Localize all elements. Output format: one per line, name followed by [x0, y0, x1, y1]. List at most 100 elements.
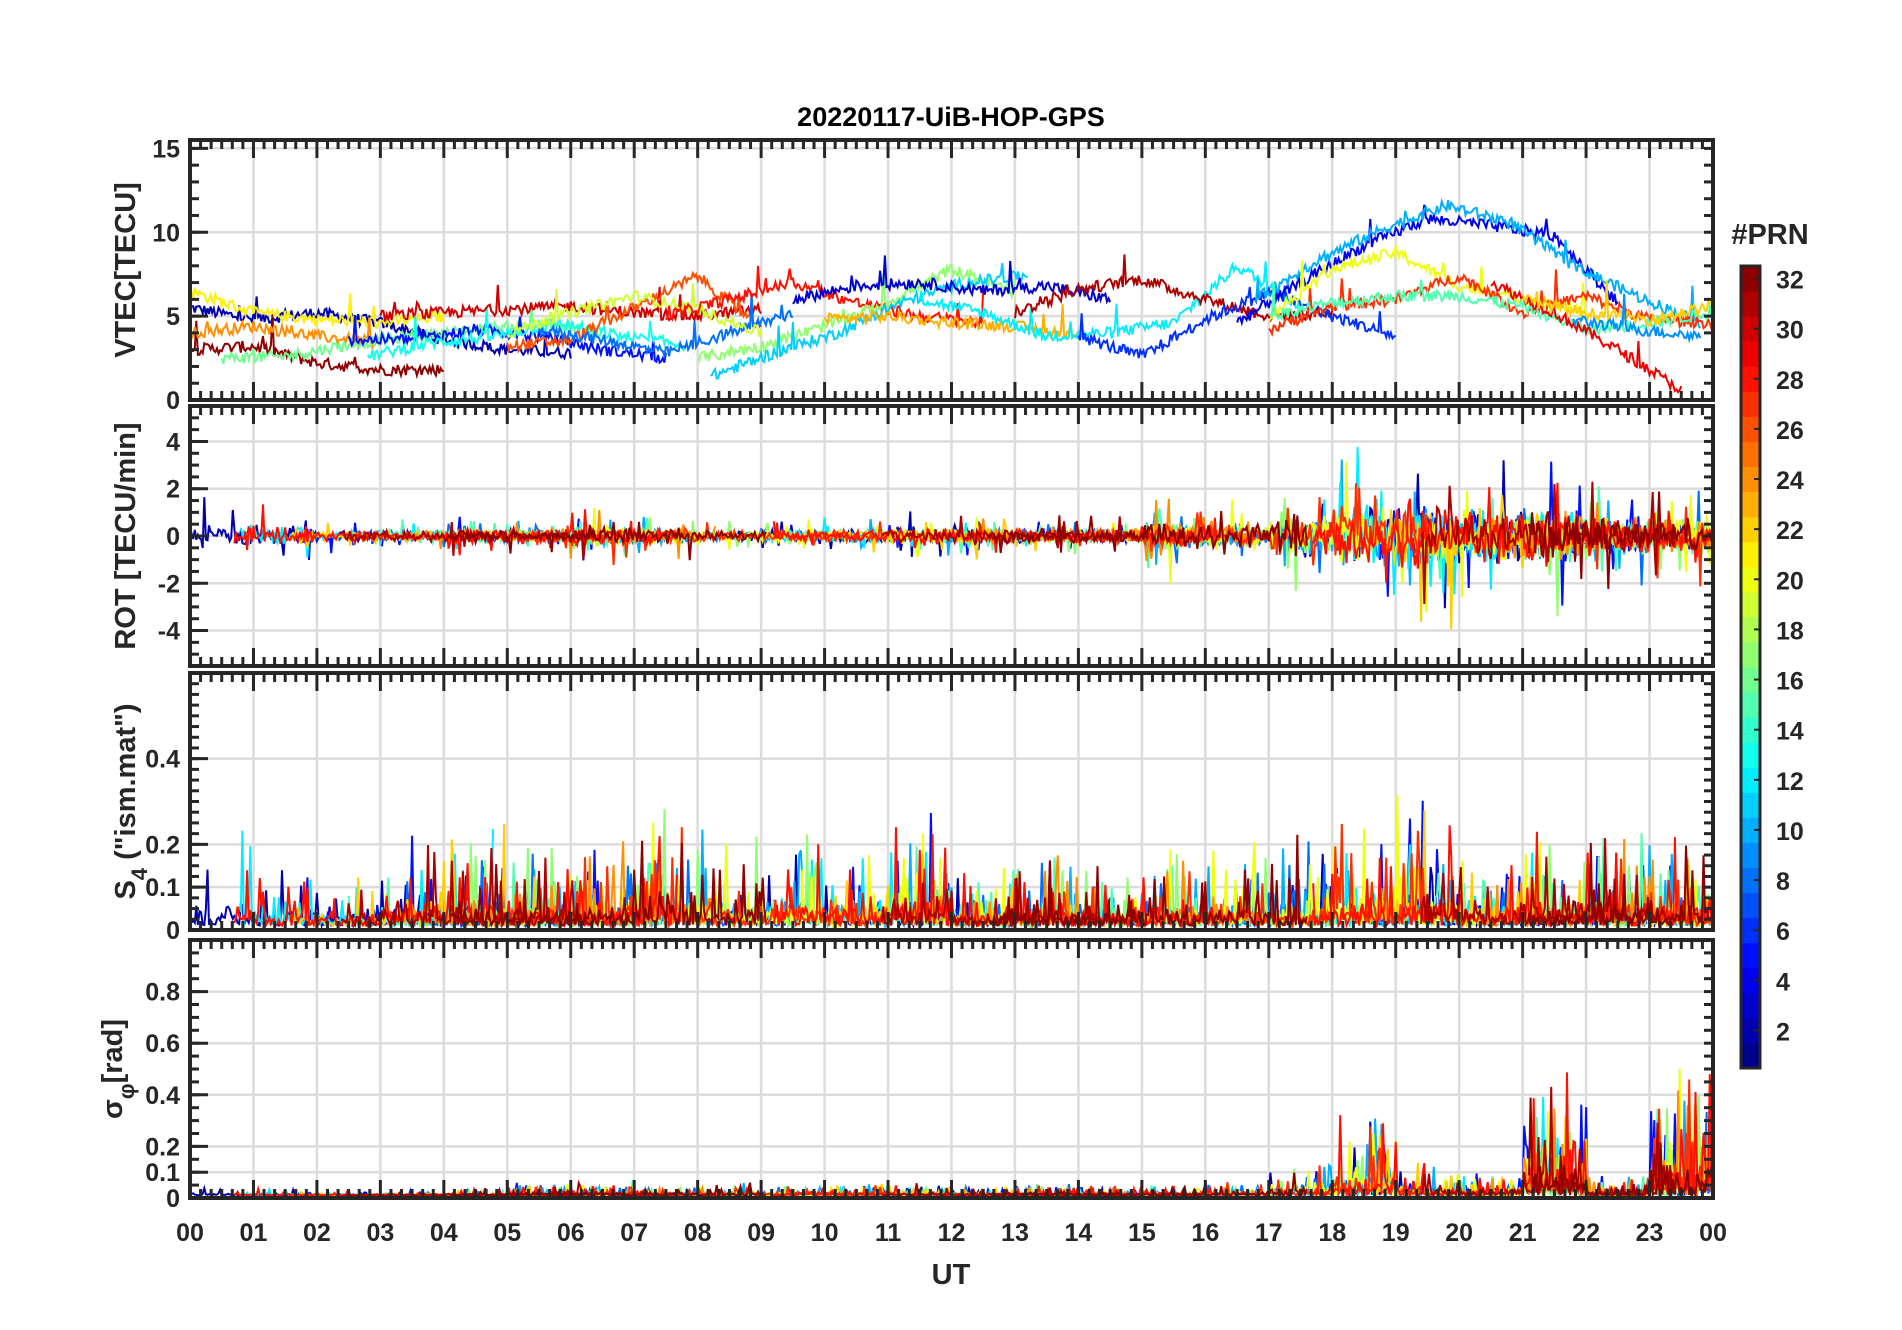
- colorbar-swatch: [1741, 491, 1760, 518]
- series-line-prn-28: [772, 517, 1218, 553]
- x-tick-label: 09: [747, 1219, 775, 1247]
- x-tick-label: 20: [1445, 1219, 1473, 1247]
- series-line-prn-19: [506, 283, 763, 339]
- series-line-prn-5: [347, 314, 667, 365]
- x-tick-label: 06: [557, 1219, 585, 1247]
- x-tick-label: 23: [1636, 1219, 1664, 1247]
- series-line-prn-24: [190, 317, 382, 351]
- panel-rot: -4 -2 0 2 4 ROT [TECU/min]: [110, 404, 1715, 668]
- x-tick-label: 18: [1318, 1219, 1346, 1247]
- series-line-prn-12: [918, 261, 1302, 343]
- colorbar-tick-label: 18: [1776, 617, 1804, 645]
- y-tick-label: 0: [166, 917, 180, 945]
- x-tick-label: 21: [1509, 1219, 1537, 1247]
- series-group: [190, 794, 1713, 930]
- series-line-prn-32: [190, 314, 444, 380]
- colorbar-tick-label: 30: [1776, 317, 1804, 345]
- series-line-prn-32: [1528, 842, 1713, 929]
- x-tick-label: 17: [1255, 1219, 1283, 1247]
- colorbar-swatch: [1741, 1017, 1760, 1044]
- colorbar-swatch: [1741, 616, 1760, 643]
- series-line-prn-16: [220, 305, 604, 365]
- y-tick-label: 0.1: [145, 1159, 180, 1187]
- colorbar-swatch: [1741, 316, 1760, 342]
- x-tick-label: 22: [1572, 1219, 1600, 1247]
- y-tick-label: 0.6: [145, 1030, 180, 1058]
- colorbar-tick-label: 32: [1776, 267, 1804, 295]
- series-line-prn-32: [1528, 491, 1713, 590]
- colorbar-swatch: [1741, 366, 1760, 392]
- colorbar-swatch: [1741, 541, 1760, 568]
- y-axis-label-rest: [rad]: [97, 1019, 129, 1083]
- x-axis-label: UT: [932, 1259, 971, 1291]
- y-tick-label: 2: [166, 476, 180, 504]
- colorbar-swatch: [1741, 917, 1760, 944]
- x-tick-label: 04: [430, 1219, 458, 1247]
- x-tick-label: 19: [1382, 1219, 1410, 1247]
- colorbar-frame: [1739, 264, 1762, 1070]
- y-tick-label: 0: [166, 387, 180, 415]
- colorbar-tick-label: 2: [1776, 1018, 1790, 1046]
- y-axis-label-main: S: [110, 880, 142, 899]
- panel-s4: 0 0.1 0.2 0.4S4 ("ism.mat"): [110, 671, 1715, 945]
- colorbar-swatch: [1741, 441, 1760, 467]
- panel-vtec: 0 5 10 15 VTEC[TECU]: [110, 135, 1715, 415]
- series-line-prn-6: [1077, 285, 1397, 359]
- y-tick-label: 0: [166, 1185, 180, 1213]
- x-tick-label: 12: [938, 1219, 966, 1247]
- colorbar-tick-label: 6: [1776, 918, 1790, 946]
- x-tick-label: 01: [240, 1219, 268, 1247]
- colorbar-swatch: [1741, 742, 1760, 768]
- colorbar-swatch: [1741, 717, 1760, 743]
- x-tick-label: 14: [1065, 1219, 1093, 1247]
- y-axis-label: S4 ("ism.mat"): [110, 703, 152, 899]
- series-line-prn-32: [989, 834, 1308, 930]
- colorbar-swatch: [1741, 516, 1760, 543]
- colorbar-swatch: [1741, 1042, 1760, 1069]
- panel-sigma_phi: 00.10.20.40.60.8σφ[rad]00 01 02 03 04 05 06 07 0…: [97, 938, 1727, 1247]
- x-tick-label: 00: [1699, 1219, 1727, 1247]
- y-tick-label: 5: [166, 303, 180, 331]
- y-tick-label: -2: [158, 570, 180, 598]
- series-line-prn-23: [823, 304, 1080, 340]
- colorbar-swatch: [1741, 942, 1760, 969]
- colorbar-label: #PRN: [1731, 219, 1808, 251]
- colorbar-swatch: [1741, 842, 1760, 868]
- y-tick-label: 0.2: [145, 831, 180, 859]
- series-line-prn-2: [190, 869, 445, 930]
- x-tick-label: 03: [366, 1219, 394, 1247]
- series-line-prn-31: [881, 515, 1135, 549]
- colorbar-tick-label: 4: [1776, 968, 1790, 996]
- colorbar-swatch: [1741, 566, 1760, 593]
- series-line-prn-32: [988, 511, 1308, 557]
- colorbar-swatch: [1741, 867, 1760, 894]
- colorbar-swatch: [1741, 667, 1760, 693]
- colorbar-tick-label: 26: [1776, 417, 1804, 445]
- y-axis-label-main: σ: [97, 1099, 129, 1119]
- colorbar-tick-label: 28: [1776, 367, 1804, 395]
- colorbar-swatch: [1741, 817, 1760, 843]
- colorbar-tick-label: 16: [1776, 668, 1804, 696]
- y-axis-label: ROT [TECU/min]: [110, 422, 142, 649]
- y-axis-label-subscript: φ: [114, 1083, 139, 1099]
- y-tick-label: 0.1: [145, 874, 180, 902]
- colorbar-tick-label: 20: [1776, 567, 1804, 595]
- colorbar-swatch: [1741, 416, 1760, 442]
- colorbar-swatch: [1741, 291, 1760, 317]
- y-tick-label: 0: [166, 523, 180, 551]
- y-axis-label: σφ[rad]: [97, 1019, 139, 1119]
- colorbar-swatch: [1741, 792, 1760, 818]
- series-line-prn-32: [449, 521, 767, 561]
- x-tick-label: 02: [303, 1219, 331, 1247]
- y-tick-label: 15: [152, 135, 180, 163]
- y-tick-label: 0.4: [145, 746, 180, 774]
- x-tick-label: 15: [1128, 1219, 1156, 1247]
- colorbar-swatch: [1741, 967, 1760, 994]
- x-tick-label: 10: [811, 1219, 839, 1247]
- colorbar-tick-label: 22: [1776, 517, 1804, 545]
- colorbar-swatch: [1741, 892, 1760, 919]
- y-tick-label: 10: [152, 219, 180, 247]
- colorbar-swatch: [1741, 391, 1760, 417]
